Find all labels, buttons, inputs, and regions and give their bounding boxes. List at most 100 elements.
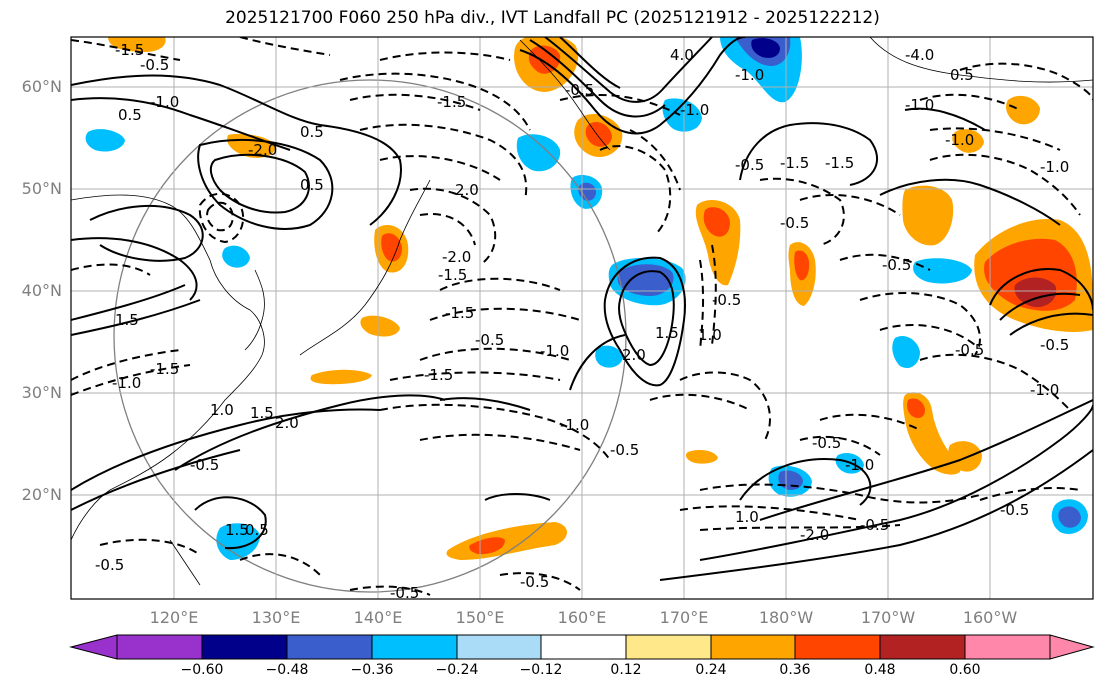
lon-label: 130°E	[251, 608, 301, 627]
contour-label: -0.5	[565, 81, 594, 99]
shade-orange-patch	[948, 441, 982, 472]
shade-red-patch	[469, 537, 505, 555]
contour-label: -1.5	[780, 154, 809, 172]
lon-label: 150°E	[455, 608, 505, 627]
colorbar-tick-label: 0.48	[864, 662, 896, 678]
contour-label: -1.5	[437, 93, 466, 111]
contour-label: -0.5	[1040, 336, 1069, 354]
contour-label: 1.0	[735, 508, 759, 526]
contour-label: -0.5	[860, 516, 889, 534]
contour-label: -1.0	[1030, 381, 1059, 399]
contour-label: -1.5	[115, 41, 144, 59]
contour-label: -1.0	[540, 342, 569, 360]
shade-firebrick-patch	[1014, 277, 1057, 308]
contour-label: 2.0	[275, 414, 299, 432]
contour-label: -1.5	[424, 366, 453, 384]
colorbar-segment	[371, 634, 458, 660]
shade-orange-patch	[685, 450, 718, 464]
colorbar-extend-low	[69, 634, 118, 660]
contour-label: 1.5	[115, 311, 139, 329]
shade-orange-patch	[1006, 95, 1040, 125]
contour-label: -1.0	[905, 96, 934, 114]
gridlines	[71, 37, 1093, 599]
shade-blue-patch	[892, 335, 920, 369]
contour-label: -1.5	[445, 304, 474, 322]
colorbar-tick-label: 0.36	[779, 662, 811, 678]
korea-coastline	[244, 269, 265, 351]
shade-orange-patch	[360, 315, 400, 337]
alaska-coastline	[869, 37, 1093, 83]
contour-label: 2.0	[622, 346, 646, 364]
contour-label: 0.5	[245, 521, 269, 539]
shade-red-patch	[703, 207, 730, 237]
map-title: 2025121700 F060 250 hPa div., IVT Landfa…	[225, 8, 880, 28]
lon-label: 120°E	[149, 608, 199, 627]
shade-blue-patch	[913, 258, 972, 284]
contour-label: 0.5	[950, 66, 974, 84]
shade-orange-patch	[310, 369, 372, 385]
colorbar-tick-label: −0.60	[180, 662, 224, 678]
positive-contours	[71, 37, 1093, 581]
colorbar-segment	[625, 634, 712, 660]
colorbar-tick-label: 0.60	[949, 662, 981, 678]
colorbar-tick-label: 0.12	[610, 662, 642, 678]
contour-label: -2.0	[442, 248, 471, 266]
contour-label: -0.5	[190, 456, 219, 474]
shade-orange-patch	[952, 129, 984, 153]
shade-navy-patch	[751, 38, 780, 58]
shade-blue-patch	[595, 345, 623, 368]
colorbar-segment	[286, 634, 373, 660]
colorbar-extend-high	[1049, 634, 1095, 660]
colorbar-segment	[116, 634, 203, 660]
colorbar-segment	[710, 634, 796, 660]
lon-label: 170°E	[659, 608, 709, 627]
lat-label: 40°N	[21, 281, 62, 300]
contour-label: -1.0	[112, 374, 141, 392]
contour-label: 1.5	[655, 324, 679, 342]
contour-label: -0.5	[712, 291, 741, 309]
contour-label: -1.0	[735, 66, 764, 84]
contour-label: -0.5	[735, 156, 764, 174]
colorbar-segment	[964, 634, 1051, 660]
contour-label: 1.0	[210, 401, 234, 419]
shade-red-patch	[381, 233, 402, 262]
contour-label: 2.0	[455, 181, 479, 199]
contour-label: 4.0	[670, 46, 694, 64]
shade-blue-patch	[216, 523, 260, 560]
contour-label: -0.5	[882, 256, 911, 274]
contour-label: -2.0	[800, 526, 829, 544]
contour-label: -0.5	[1000, 501, 1029, 519]
lon-label: 170°W	[860, 608, 916, 627]
contour-label: -0.5	[520, 573, 549, 591]
contour-labels: -1.5 -0.5 -0.5 -1.0 4.0 -4.0 0.5 -1.0 0.…	[95, 41, 1069, 599]
contour-label: -1.0	[945, 131, 974, 149]
colorbar-tick-label: −0.12	[519, 662, 563, 678]
colorbar-segment	[456, 634, 542, 660]
negative-contours	[71, 37, 1093, 596]
shade-darkblue-patch	[1058, 506, 1081, 528]
colorbar-tick-label: 0.24	[695, 662, 727, 678]
lat-label: 50°N	[21, 179, 62, 198]
shade-orange-patch	[902, 185, 954, 246]
contour-label: 0.5	[300, 123, 324, 141]
colorbar-segment	[201, 634, 288, 660]
contour-label: -1.5	[150, 360, 179, 378]
contour-label: -0.5	[475, 331, 504, 349]
lon-label: 160°W	[962, 608, 1018, 627]
colorbar-tick-label: −0.36	[350, 662, 394, 678]
lat-label: 60°N	[21, 77, 62, 96]
asia-coastline	[71, 194, 265, 541]
contour-label: -0.5	[812, 434, 841, 452]
map-frame	[70, 36, 1094, 600]
contour-label: 0.5	[118, 106, 142, 124]
contour-label: -0.5	[955, 341, 984, 359]
colorbar-segment	[540, 634, 627, 660]
contour-label: -0.5	[780, 214, 809, 232]
contour-label: -0.5	[95, 556, 124, 574]
contour-label: -1.0	[680, 101, 709, 119]
colorbar	[69, 634, 1095, 660]
contour-label: -4.0	[905, 46, 934, 64]
shade-red-patch	[907, 398, 925, 418]
contour-label: -1.0	[1040, 158, 1069, 176]
